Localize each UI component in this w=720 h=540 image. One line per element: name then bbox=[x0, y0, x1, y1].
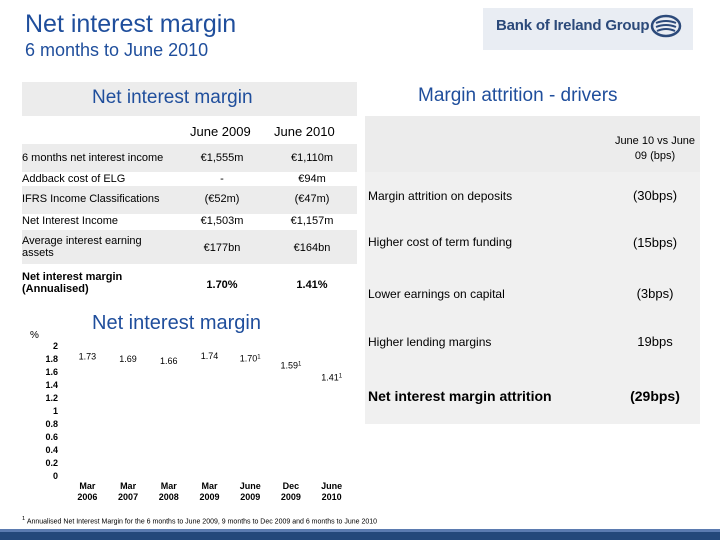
right-col-header: June 10 vs June 09 (bps) bbox=[614, 135, 696, 162]
driver-value: 19bps bbox=[637, 334, 673, 349]
bar-value-label: 1.73 bbox=[79, 352, 97, 362]
row-label: Addback cost of ELG bbox=[22, 173, 126, 185]
table-row: Net Interest Income €1,503m €1,157m bbox=[22, 208, 357, 236]
row-value-2010: €1,157m bbox=[290, 215, 334, 227]
left-table-title: Net interest margin bbox=[92, 87, 253, 108]
row-label: Average interest earning assets bbox=[22, 235, 142, 259]
bar bbox=[74, 363, 100, 476]
bar-value-label: 1.66 bbox=[160, 356, 178, 366]
bank-logo-icon bbox=[650, 14, 682, 38]
x-tick-label-year: 2008 bbox=[159, 492, 179, 502]
bar-value-label: 1.591 bbox=[280, 361, 302, 371]
footnote-text: Annualised Net Interest Margin for the 6… bbox=[26, 518, 378, 526]
driver-value: (15bps) bbox=[632, 235, 678, 250]
bar bbox=[278, 372, 304, 476]
x-tick-label-year: 2009 bbox=[240, 492, 260, 502]
left-table-header-bg bbox=[22, 82, 357, 116]
right-table-title: Margin attrition - drivers bbox=[418, 85, 618, 106]
row-label: 6 months net interest income bbox=[22, 152, 164, 164]
logo-box bbox=[483, 8, 693, 50]
x-tick-label-year: 2006 bbox=[77, 492, 97, 502]
row-value-2010: €164bn bbox=[293, 242, 331, 254]
page-subtitle: 6 months to June 2010 bbox=[25, 40, 209, 60]
row-label: IFRS Income Classifications bbox=[22, 193, 160, 205]
table-row: 6 months net interest income €1,555m €1,… bbox=[22, 144, 357, 172]
logo-text: Bank of Ireland Group bbox=[496, 17, 650, 34]
x-tick-label-month: June bbox=[240, 481, 261, 491]
driver-label: Higher cost of term funding bbox=[368, 235, 513, 249]
row-value-2009: €177bn bbox=[203, 242, 241, 254]
row-value-2010: €94m bbox=[298, 173, 326, 185]
bar-value-label: 1.701 bbox=[240, 354, 262, 364]
x-tick-label-month: Mar bbox=[120, 481, 137, 491]
bar-value-label: 1.411 bbox=[321, 372, 343, 382]
table-row: Average interest earning assets €177bn €… bbox=[22, 230, 357, 264]
y-tick-label: 1.2 bbox=[45, 393, 58, 403]
driver-value: (3bps) bbox=[636, 286, 674, 301]
driver-label: Higher lending margins bbox=[368, 335, 492, 349]
row-label: Net interest margin (Annualised) bbox=[22, 271, 123, 295]
x-tick-label-month: Dec bbox=[283, 481, 300, 491]
x-tick-label-month: Mar bbox=[201, 481, 218, 491]
table-row: Addback cost of ELG - €94m bbox=[22, 166, 357, 194]
right-table-col-header-bg bbox=[365, 116, 700, 172]
row-label: Net Interest Income bbox=[22, 215, 118, 227]
driver-value-total: (29bps) bbox=[630, 388, 680, 404]
y-tick-label: 0 bbox=[53, 471, 58, 481]
row-value-2009: 1.70% bbox=[206, 279, 238, 291]
row-value-2009: (€52m) bbox=[204, 193, 240, 205]
footnote-mark: 1 bbox=[22, 516, 26, 522]
x-tick-label-year: 2009 bbox=[199, 492, 219, 502]
y-axis-unit: % bbox=[30, 330, 39, 341]
x-tick-label-month: Mar bbox=[161, 481, 178, 491]
chart-title: Net interest margin bbox=[92, 312, 261, 334]
y-tick-label: 1 bbox=[53, 406, 58, 416]
row-value-2009: - bbox=[220, 173, 224, 185]
bar bbox=[319, 384, 345, 476]
col-june-2009: June 2009 bbox=[190, 124, 251, 139]
col-june-2010: June 2010 bbox=[274, 124, 335, 139]
right-table-header-bg bbox=[365, 82, 700, 116]
bar bbox=[156, 368, 182, 476]
x-tick-label-year: 2010 bbox=[322, 492, 342, 502]
y-tick-label: 1.4 bbox=[45, 380, 58, 390]
bottom-bar bbox=[0, 529, 720, 540]
row-value-2010: (€47m) bbox=[294, 193, 330, 205]
nim-bar-chart: 21.81.61.41.210.80.60.40.201.73Mar20061.… bbox=[45, 341, 345, 502]
y-tick-label: 1.6 bbox=[45, 367, 58, 377]
driver-label-total: Net interest margin attrition bbox=[368, 388, 552, 404]
bar-value-label: 1.74 bbox=[201, 351, 219, 361]
driver-label: Lower earnings on capital bbox=[368, 287, 505, 301]
bar bbox=[115, 366, 141, 476]
y-tick-label: 2 bbox=[53, 341, 58, 351]
bar bbox=[237, 365, 263, 476]
x-tick-label-year: 2009 bbox=[281, 492, 301, 502]
x-tick-label-month: June bbox=[321, 481, 342, 491]
row-value-2009: €1,555m bbox=[200, 152, 244, 164]
driver-label: Margin attrition on deposits bbox=[368, 189, 513, 203]
y-tick-label: 0.2 bbox=[45, 458, 58, 468]
row-value-2010: 1.41% bbox=[296, 279, 328, 291]
x-tick-label-year: 2007 bbox=[118, 492, 138, 502]
driver-value: (30bps) bbox=[632, 188, 678, 203]
y-tick-label: 0.4 bbox=[45, 445, 58, 455]
footnote: 1 Annualised Net Interest Margin for the… bbox=[22, 516, 377, 525]
row-value-2010: €1,110m bbox=[291, 152, 333, 164]
page-title: Net interest margin bbox=[25, 10, 237, 38]
table-row: Net interest margin (Annualised) 1.70% 1… bbox=[22, 266, 357, 302]
x-tick-label-month: Mar bbox=[79, 481, 96, 491]
row-value-2009: €1,503m bbox=[200, 215, 244, 227]
y-tick-label: 0.8 bbox=[45, 419, 58, 429]
table-row: IFRS Income Classifications (€52m) (€47m… bbox=[22, 186, 357, 214]
bar bbox=[196, 362, 223, 476]
y-tick-label: 0.6 bbox=[45, 432, 58, 442]
bar-value-label: 1.69 bbox=[119, 354, 137, 364]
y-tick-label: 1.8 bbox=[45, 354, 58, 364]
bottom-bar-accent bbox=[0, 529, 720, 532]
